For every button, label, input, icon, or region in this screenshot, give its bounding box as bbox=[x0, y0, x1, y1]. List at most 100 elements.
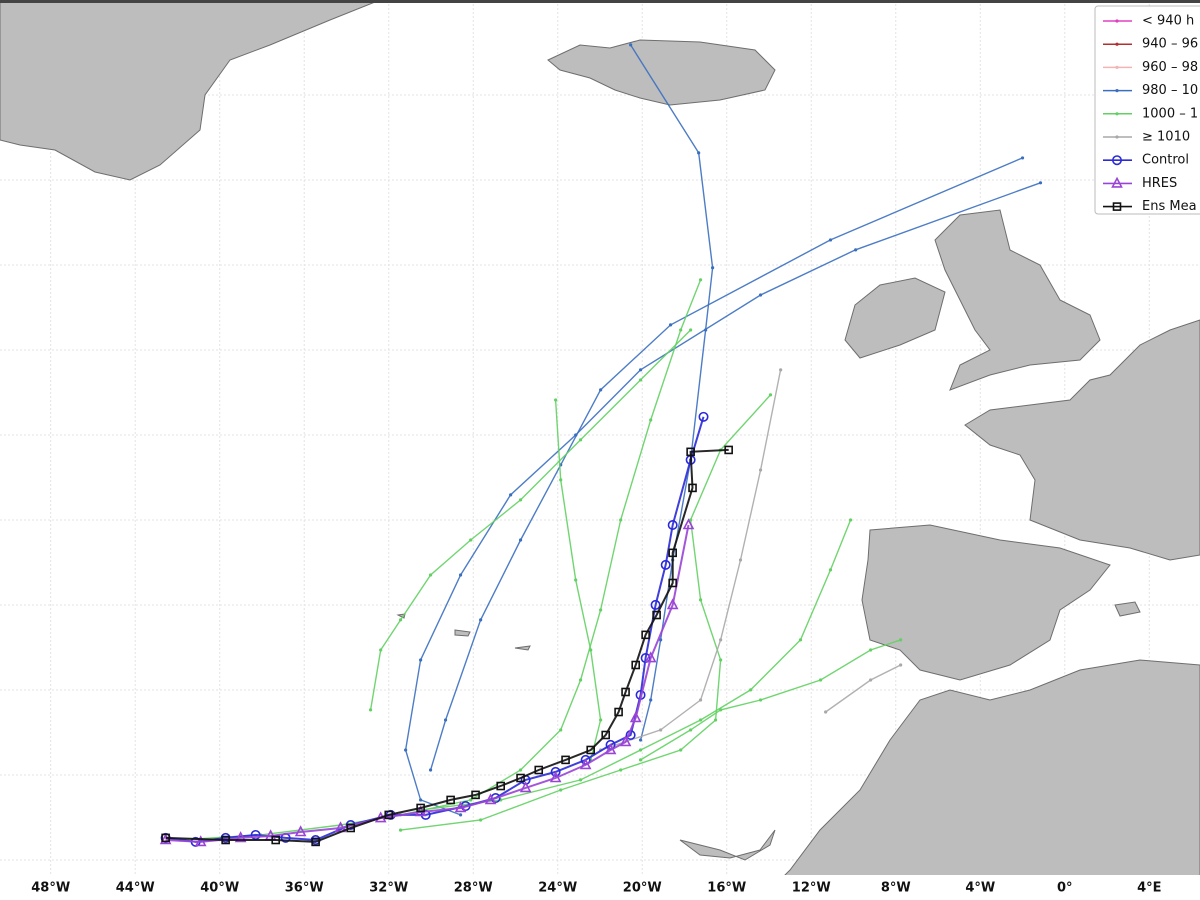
legend-label: 960 – 98 bbox=[1142, 60, 1198, 75]
track-point bbox=[638, 368, 643, 372]
track-point bbox=[869, 648, 873, 652]
series-point bbox=[686, 447, 695, 457]
track-point bbox=[578, 778, 583, 782]
member-track bbox=[554, 399, 602, 761]
track-point bbox=[698, 278, 703, 282]
series-point bbox=[194, 835, 207, 847]
series-point bbox=[446, 795, 455, 805]
track-point bbox=[818, 678, 823, 682]
track-point bbox=[828, 238, 833, 242]
x-tick-label: 20°W bbox=[623, 881, 662, 896]
track-point bbox=[458, 813, 463, 817]
track-point bbox=[689, 728, 693, 732]
track-point bbox=[419, 798, 423, 802]
series-point bbox=[294, 825, 307, 837]
tracks bbox=[159, 43, 1043, 847]
series-point bbox=[629, 711, 642, 723]
legend-swatch-dot bbox=[1115, 112, 1119, 116]
track-point bbox=[899, 638, 903, 642]
track-point bbox=[559, 788, 563, 792]
track-point bbox=[713, 718, 718, 722]
track-point bbox=[458, 573, 463, 577]
legend-label: Control bbox=[1142, 153, 1189, 168]
track-point bbox=[848, 518, 853, 522]
track-point bbox=[824, 710, 828, 714]
series-point bbox=[550, 766, 561, 777]
track-point bbox=[798, 638, 803, 642]
series-point bbox=[698, 411, 709, 422]
legend-swatch-dot bbox=[1115, 19, 1119, 23]
x-tick-label: 48°W bbox=[31, 881, 70, 896]
track-point bbox=[659, 728, 663, 732]
x-tick-label: 40°W bbox=[200, 881, 239, 896]
track-point bbox=[599, 608, 603, 612]
track-point bbox=[649, 698, 653, 702]
legend-swatch-dot bbox=[1115, 65, 1119, 69]
track-point bbox=[479, 818, 483, 822]
series-point bbox=[496, 781, 506, 791]
x-tick-label: 0° bbox=[1057, 881, 1073, 896]
legend-swatch-dot bbox=[1115, 135, 1119, 139]
track-point bbox=[443, 718, 448, 722]
track-point bbox=[828, 568, 833, 572]
track-point bbox=[509, 493, 513, 497]
x-tick-label: 16°W bbox=[707, 881, 746, 896]
track-point bbox=[518, 768, 523, 772]
series-point bbox=[621, 687, 630, 697]
series-point bbox=[682, 518, 695, 530]
track-point bbox=[689, 328, 693, 332]
series-point bbox=[271, 835, 281, 845]
track-point bbox=[758, 468, 763, 472]
track-point bbox=[899, 663, 903, 667]
series-point bbox=[416, 803, 425, 813]
legend-label: < 940 h bbox=[1142, 14, 1194, 29]
legend-marker bbox=[1112, 155, 1123, 166]
x-tick-label: 4°W bbox=[965, 881, 995, 896]
track-point bbox=[398, 618, 403, 622]
track-point bbox=[619, 518, 623, 522]
track-point bbox=[719, 638, 723, 642]
series-point bbox=[311, 837, 320, 847]
track-point bbox=[679, 748, 683, 752]
track-point bbox=[479, 618, 483, 622]
legend-label: Ens Mea bbox=[1142, 199, 1197, 214]
track-point bbox=[554, 398, 558, 402]
legend-marker bbox=[1111, 176, 1123, 188]
track-point bbox=[758, 698, 763, 702]
series-point bbox=[601, 730, 611, 740]
track-point bbox=[719, 708, 723, 712]
track-point bbox=[559, 478, 563, 482]
series-point bbox=[667, 519, 678, 530]
series-point bbox=[652, 610, 661, 620]
track-point bbox=[719, 658, 723, 662]
track-point bbox=[698, 698, 703, 702]
track-point bbox=[697, 151, 701, 155]
track-point bbox=[638, 378, 643, 382]
track-point bbox=[428, 768, 433, 772]
legend-label: 980 – 10 bbox=[1142, 83, 1198, 98]
series-point bbox=[384, 810, 394, 820]
series-point bbox=[641, 630, 650, 640]
track-point bbox=[619, 768, 623, 772]
series-point bbox=[516, 773, 525, 783]
track-point bbox=[404, 748, 408, 752]
track-point bbox=[368, 708, 373, 712]
series-point bbox=[221, 835, 230, 845]
track-point bbox=[599, 388, 603, 392]
series-track bbox=[165, 448, 729, 843]
track-point bbox=[518, 538, 523, 542]
track-point bbox=[638, 748, 643, 752]
series-point bbox=[614, 707, 623, 717]
x-tick-label: 12°W bbox=[792, 881, 831, 896]
track-point bbox=[574, 578, 578, 582]
legend-swatch-dot bbox=[1115, 42, 1119, 46]
series-point bbox=[161, 833, 170, 843]
series-point bbox=[668, 548, 677, 558]
track-point bbox=[419, 658, 423, 662]
track-point bbox=[649, 418, 653, 422]
track-point bbox=[659, 638, 663, 642]
track-point bbox=[1038, 181, 1043, 185]
track-point bbox=[638, 738, 643, 742]
series-point bbox=[660, 559, 671, 570]
